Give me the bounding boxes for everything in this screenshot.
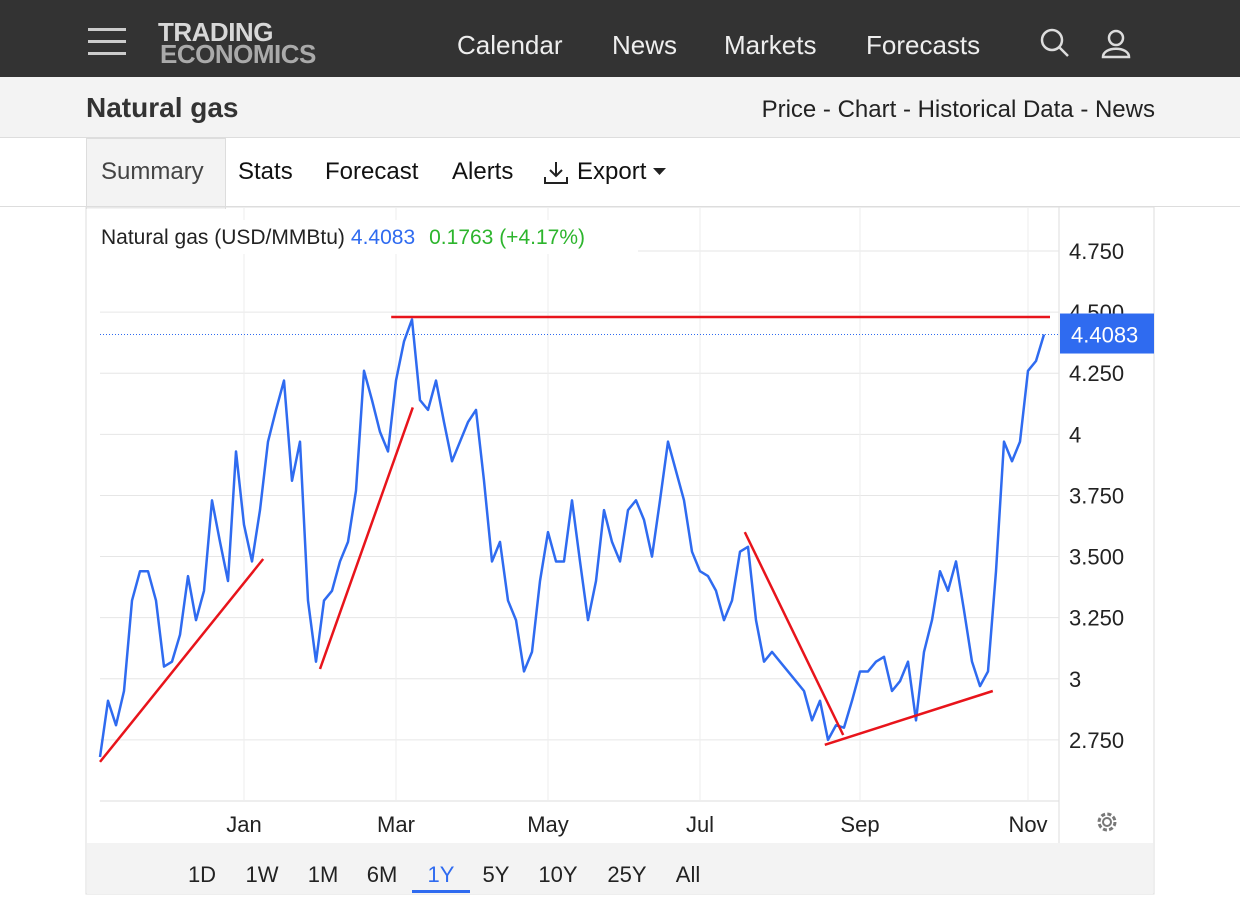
- user-icon[interactable]: [1100, 28, 1132, 60]
- trend-line: [743, 531, 845, 736]
- tab[interactable]: Export: [577, 158, 647, 185]
- tab[interactable]: Forecast: [325, 158, 419, 185]
- top-bar: TRADING ECONOMICS Calendar News Markets …: [0, 0, 1240, 77]
- x-tick-label: Jan: [226, 812, 261, 837]
- range-button[interactable]: 1Y: [428, 862, 455, 887]
- nav-link[interactable]: Calendar: [457, 30, 563, 60]
- last-value: 4.4083: [351, 226, 415, 249]
- search-icon[interactable]: [1040, 28, 1072, 60]
- price-line: [98, 318, 1046, 758]
- trend-line: [318, 407, 414, 670]
- change: 0.1763 (+4.17%): [429, 226, 585, 249]
- range-underline: [412, 890, 470, 893]
- range-button[interactable]: 6M: [367, 862, 398, 887]
- nav-link[interactable]: News: [612, 30, 678, 60]
- y-tick-label: 3.500: [1069, 545, 1124, 570]
- range-button[interactable]: 5Y: [483, 862, 510, 887]
- y-tick-label: 3: [1069, 667, 1081, 692]
- range-button[interactable]: 1D: [188, 862, 216, 887]
- chart-frame: [85, 206, 1155, 895]
- y-tick-label: 4.750: [1069, 239, 1124, 264]
- menu-icon[interactable]: [88, 28, 128, 58]
- y-tick-label: 3.250: [1069, 606, 1124, 631]
- x-tick-label: May: [527, 812, 569, 837]
- logo-bottom[interactable]: ECONOMICS: [160, 39, 316, 69]
- range-button[interactable]: 1M: [308, 862, 339, 887]
- y-tick-label: 3.750: [1069, 483, 1124, 508]
- series-title: Natural gas (USD/MMBtu): [101, 226, 345, 249]
- last-price-tag: [1060, 313, 1154, 354]
- y-tick-label: 4: [1069, 422, 1081, 447]
- x-tick-label: Nov: [1008, 812, 1047, 837]
- caret: [653, 168, 666, 175]
- active-tab-bg: [86, 138, 226, 209]
- logo-top[interactable]: TRADING: [158, 17, 273, 47]
- last-price-label: 4.4083: [1071, 323, 1138, 348]
- y-tick-label: 4.250: [1069, 361, 1124, 386]
- sub-links[interactable]: Price - Chart - Historical Data - News: [761, 96, 1155, 123]
- range-button[interactable]: 1W: [246, 862, 279, 887]
- nav-link[interactable]: Forecasts: [866, 30, 981, 60]
- download-icon: [544, 162, 568, 184]
- trend-line: [99, 558, 265, 763]
- x-tick-label: Mar: [377, 812, 415, 837]
- legend-bg: [98, 220, 638, 254]
- range-bar: [87, 843, 1153, 894]
- legend: Natural gas (USD/MMBtu) 4.4083 0.1763 (+4.…: [101, 226, 585, 249]
- range-button[interactable]: All: [676, 862, 700, 887]
- title-bar: Natural gas Price - Chart - Historical D…: [0, 77, 1240, 138]
- settings-icon[interactable]: [1097, 812, 1117, 832]
- nav-link[interactable]: Markets: [724, 30, 817, 60]
- range-button[interactable]: 10Y: [538, 862, 577, 887]
- x-tick-label: Sep: [840, 812, 879, 837]
- trend-line: [824, 689, 994, 746]
- page-title: Natural gas: [86, 92, 239, 123]
- y-tick-label: 2.750: [1069, 728, 1124, 753]
- tab[interactable]: Stats: [238, 158, 293, 185]
- x-tick-label: Jul: [686, 812, 714, 837]
- tab[interactable]: Alerts: [452, 158, 514, 185]
- range-button[interactable]: 25Y: [607, 862, 646, 887]
- tab[interactable]: Summary: [101, 158, 204, 185]
